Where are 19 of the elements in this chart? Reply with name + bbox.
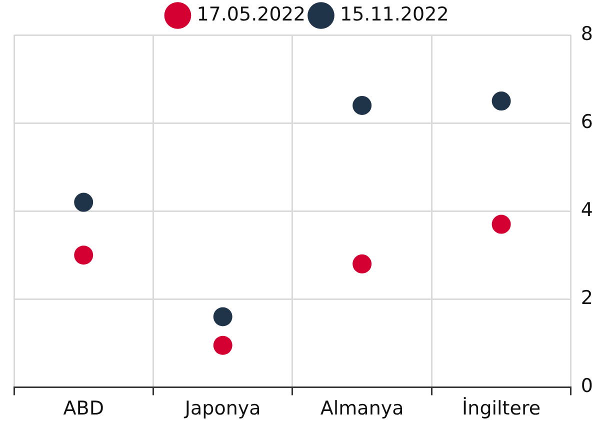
point	[352, 96, 372, 115]
x-tick-label: ABD	[63, 398, 104, 420]
point	[213, 336, 232, 355]
legend-label: 17.05.2022	[196, 3, 306, 26]
y-tick-label: 0	[580, 375, 594, 398]
y-tick-label: 6	[580, 110, 594, 133]
x-tick-label: Japonya	[184, 398, 261, 420]
point	[352, 254, 372, 274]
x-tick-label: İngiltere	[462, 396, 541, 420]
point	[74, 246, 94, 265]
y-tick-label: 2	[580, 287, 594, 310]
legend-label: 15.11.2022	[340, 3, 449, 26]
x-tick-label: Almanya	[320, 398, 404, 420]
y-tick-label: 8	[580, 22, 594, 45]
point	[492, 214, 511, 234]
y-tick-label: 4	[580, 199, 594, 222]
point	[492, 92, 511, 111]
point	[213, 307, 232, 326]
point	[74, 192, 94, 212]
